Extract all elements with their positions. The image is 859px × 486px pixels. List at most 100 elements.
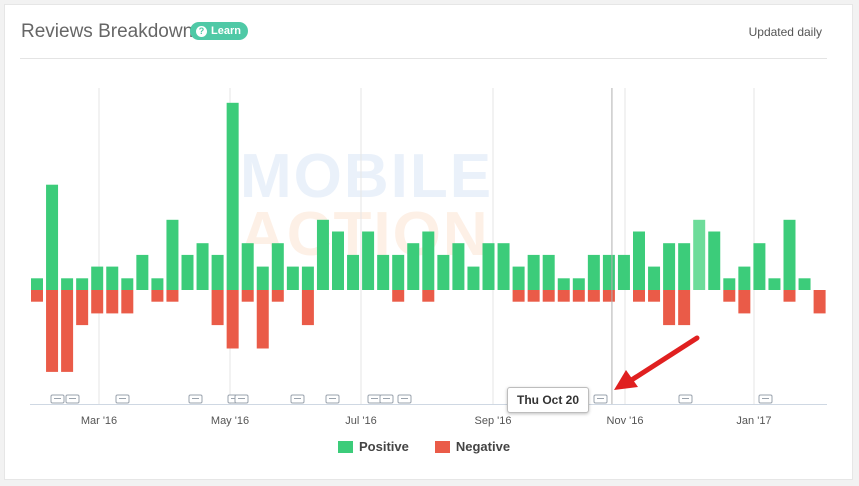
positive-bar [151, 278, 164, 290]
legend-negative-label: Negative [455, 439, 511, 454]
positive-bar [617, 254, 630, 290]
x-tick-label: Jul '16 [345, 415, 376, 427]
positive-bar [557, 278, 570, 290]
positive-bar [753, 243, 766, 290]
positive-bar [136, 254, 149, 290]
positive-bar [708, 231, 721, 290]
positive-bar [61, 278, 74, 290]
positive-bar [181, 254, 194, 290]
negative-bar [211, 290, 224, 326]
positive-bar [211, 254, 224, 290]
negative-bar [633, 290, 645, 302]
header-divider [20, 58, 827, 59]
watermark-line-1: MOBILE [240, 142, 494, 211]
positive-bar [663, 243, 676, 290]
positive-bar [46, 184, 59, 290]
positive-bar [527, 254, 540, 290]
positive-bar [798, 278, 811, 290]
negative-bar [783, 290, 796, 302]
positive-bar [392, 254, 405, 290]
legend-positive-swatch [338, 440, 353, 453]
positive-bar [437, 254, 450, 290]
learn-button[interactable]: ? Learn [190, 22, 248, 40]
negative-bar [648, 290, 661, 302]
positive-bar [497, 243, 510, 290]
positive-bar [512, 266, 525, 290]
negative-bar [151, 290, 164, 302]
positive-bar [241, 243, 254, 290]
negative-bar [106, 290, 119, 314]
x-tick-label: Jan '17 [736, 415, 771, 427]
chart-title: Reviews Breakdown [21, 21, 194, 42]
negative-bar [166, 290, 179, 302]
negative-bar [226, 290, 239, 349]
negative-bar [663, 290, 676, 326]
negative-bar [46, 290, 59, 372]
negative-bar [392, 290, 405, 302]
positive-bar [362, 231, 375, 290]
positive-bar [693, 219, 706, 290]
learn-label: Learn [211, 25, 241, 37]
negative-bar [587, 290, 600, 302]
positive-bar [121, 278, 134, 290]
legend-negative[interactable]: Negative [434, 439, 511, 454]
legend: Positive Negative [338, 439, 510, 454]
positive-bar [587, 254, 600, 290]
updated-note: Updated daily [748, 25, 822, 39]
negative-bar [723, 290, 736, 302]
negative-bar [31, 290, 43, 302]
date-tooltip: Thu Oct 20 [507, 387, 590, 413]
negative-bar [61, 290, 74, 372]
negative-bar [813, 290, 826, 314]
positive-bar [332, 231, 344, 290]
annotation-arrow [627, 335, 700, 384]
negative-bar [121, 290, 134, 314]
positive-bar [91, 266, 104, 290]
positive-bar [407, 243, 420, 290]
legend-positive[interactable]: Positive [338, 439, 409, 454]
positive-bar [783, 219, 796, 290]
help-icon: ? [196, 25, 207, 37]
x-tick-label: Nov '16 [607, 415, 644, 427]
positive-bar [542, 254, 555, 290]
positive-bar [738, 266, 751, 290]
negative-bar [738, 290, 751, 314]
positive-bar [452, 243, 465, 290]
positive-bar [467, 266, 480, 290]
positive-bar [633, 231, 645, 290]
negative-bar [527, 290, 540, 302]
positive-bar [723, 278, 736, 290]
positive-bar [196, 243, 209, 290]
positive-bar [377, 254, 390, 290]
legend-positive-label: Positive [359, 439, 409, 454]
negative-bar [512, 290, 525, 302]
positive-bar [31, 278, 43, 290]
negative-bar [602, 290, 615, 302]
negative-bar [256, 290, 269, 349]
negative-bar [91, 290, 104, 314]
positive-bar [226, 102, 239, 290]
positive-bar [256, 266, 269, 290]
negative-bar [572, 290, 585, 302]
negative-bar [76, 290, 89, 326]
annotation-arrow-head [614, 370, 638, 390]
positive-bar [602, 254, 615, 290]
x-tick-label: Sep '16 [475, 415, 512, 427]
negative-bar [241, 290, 254, 302]
positive-bar [648, 266, 661, 290]
positive-bar [271, 243, 284, 290]
positive-bar [422, 231, 435, 290]
positive-bar [347, 254, 360, 290]
positive-bar [572, 278, 585, 290]
x-tick-label: May '16 [211, 415, 249, 427]
positive-bar [678, 243, 691, 290]
negative-bar [542, 290, 555, 302]
positive-bar [76, 278, 89, 290]
positive-bar [286, 266, 299, 290]
negative-bar [557, 290, 570, 302]
positive-bar [482, 243, 495, 290]
positive-bar [166, 219, 179, 290]
negative-bar [301, 290, 314, 326]
x-tick-label: Mar '16 [81, 415, 117, 427]
